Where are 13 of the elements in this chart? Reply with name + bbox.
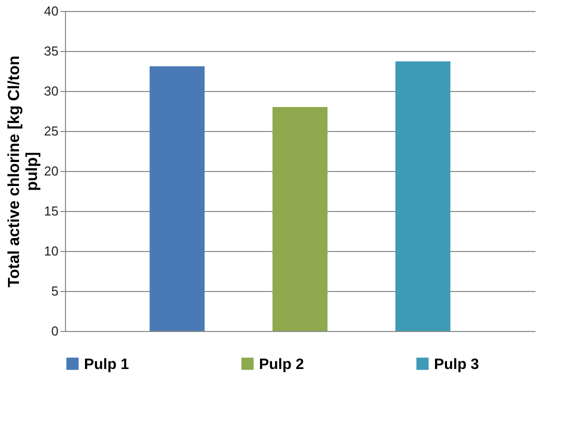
y-tick-label: 30 [44, 84, 58, 98]
y-tick-label: 40 [44, 4, 58, 18]
y-tick-label: 25 [44, 124, 58, 138]
legend-label: Pulp 2 [259, 356, 304, 373]
y-tick-label: 20 [44, 164, 58, 178]
y-tick-label: 5 [51, 284, 58, 298]
y-tick-label: 15 [44, 204, 58, 218]
y-tick-label: 35 [44, 44, 58, 58]
y-axis-title: Total active chlorine [kg Cl/ton pulp] [6, 56, 42, 288]
y-tick-label: 10 [44, 244, 58, 258]
y-tick-label: 0 [51, 324, 58, 338]
legend-label: Pulp 3 [434, 356, 480, 373]
legend-label: Pulp 1 [84, 356, 130, 373]
